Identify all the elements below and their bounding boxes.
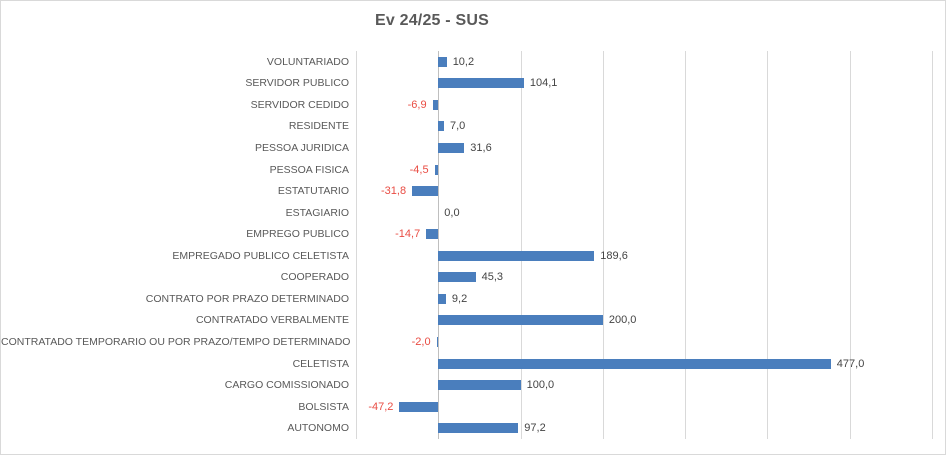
value-label: 31,6: [470, 142, 492, 154]
value-label: -2,0: [411, 336, 431, 348]
value-label: 0,0: [444, 206, 460, 219]
category-label: COOPERADO: [280, 271, 349, 284]
bar: [436, 337, 439, 347]
category-label: CELETISTA: [292, 357, 349, 370]
category-label: PESSOA FISICA: [269, 163, 349, 176]
category-label: BOLSISTA: [298, 400, 349, 413]
bar: [412, 186, 439, 197]
bar: [434, 164, 439, 175]
value-label: 9,2: [451, 292, 468, 305]
bar: [438, 293, 446, 304]
bar: [438, 56, 447, 67]
category-label: CONTRATADO VERBALMENTE: [195, 314, 349, 327]
gridline: [932, 51, 933, 439]
bar: [438, 121, 445, 132]
bar: [438, 143, 465, 153]
bar: [438, 380, 521, 391]
value-label: 45,3: [481, 271, 504, 284]
bar: [438, 272, 476, 283]
bar: [432, 99, 439, 110]
gridline: [602, 51, 604, 439]
category-label: SERVIDOR CEDIDO: [250, 98, 349, 111]
bar: [438, 358, 831, 369]
category-label: AUTONOMO: [287, 422, 349, 435]
value-label: 100,0: [526, 379, 555, 392]
gridline: [685, 51, 687, 439]
category-label: RESIDENTE: [288, 120, 349, 133]
category-label: EMPREGADO PUBLICO CELETISTA: [172, 249, 349, 262]
category-label: CARGO COMISSIONADO: [224, 379, 349, 392]
gridline: [767, 51, 769, 439]
bar: [438, 78, 524, 89]
category-label: PESSOA JURIDICA: [255, 142, 349, 154]
gridline: [356, 51, 357, 439]
category-label: VOLUNTARIADO: [266, 55, 349, 68]
bar: [438, 423, 519, 434]
bar: [438, 315, 603, 326]
value-label: -14,7: [395, 228, 421, 241]
category-label: ESTAGIARIO: [285, 206, 349, 219]
value-label: 477,0: [836, 357, 865, 370]
axis-line: [438, 51, 440, 439]
value-label: 7,0: [450, 120, 466, 133]
bar: [426, 229, 439, 240]
value-label: 200,0: [608, 314, 637, 327]
gridline: [849, 51, 851, 439]
category-label: SERVIDOR PUBLICO: [245, 77, 349, 90]
value-label: 97,2: [524, 422, 546, 435]
chart-title: Ev 24/25 - SUS: [375, 12, 489, 29]
category-label: CONTRATADO TEMPORARIO OU POR PRAZO/TEMPO…: [1, 336, 351, 348]
value-label: -6,9: [407, 98, 427, 111]
bar: [399, 401, 439, 412]
category-label: ESTATUTARIO: [277, 185, 349, 198]
category-label: EMPREGO PUBLICO: [246, 228, 349, 241]
category-label: CONTRATO POR PRAZO DETERMINADO: [145, 292, 349, 305]
value-label: 10,2: [452, 55, 475, 68]
gridline: [520, 51, 522, 439]
value-label: -31,8: [381, 185, 407, 198]
value-label: -4,5: [409, 163, 429, 176]
bar: [438, 250, 595, 261]
value-label: 189,6: [600, 249, 628, 262]
value-label: 104,1: [529, 77, 558, 90]
value-label: -47,2: [368, 400, 394, 413]
